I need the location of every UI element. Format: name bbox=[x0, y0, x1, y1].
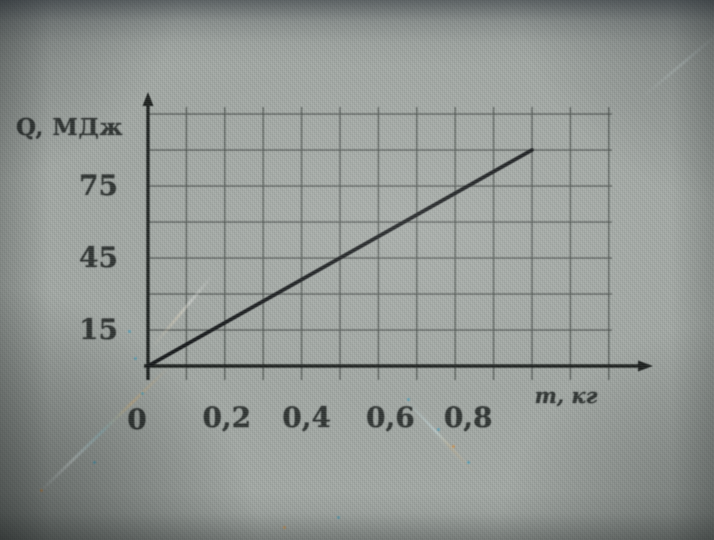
x-tick-label: 0,6 bbox=[366, 401, 415, 434]
y-tick-label: 45 bbox=[79, 241, 118, 274]
y-tick-label: 75 bbox=[79, 169, 118, 202]
origin-label: 0 bbox=[127, 403, 147, 436]
y-tick-label: 15 bbox=[79, 313, 118, 346]
x-tick-label: 0,4 bbox=[282, 401, 331, 434]
y-axis-title: Q, МДж bbox=[16, 114, 124, 141]
x-tick-label: 0,8 bbox=[443, 401, 493, 434]
x-axis-title: m, кг bbox=[534, 383, 598, 408]
x-tick-label: 0,2 bbox=[202, 401, 252, 434]
